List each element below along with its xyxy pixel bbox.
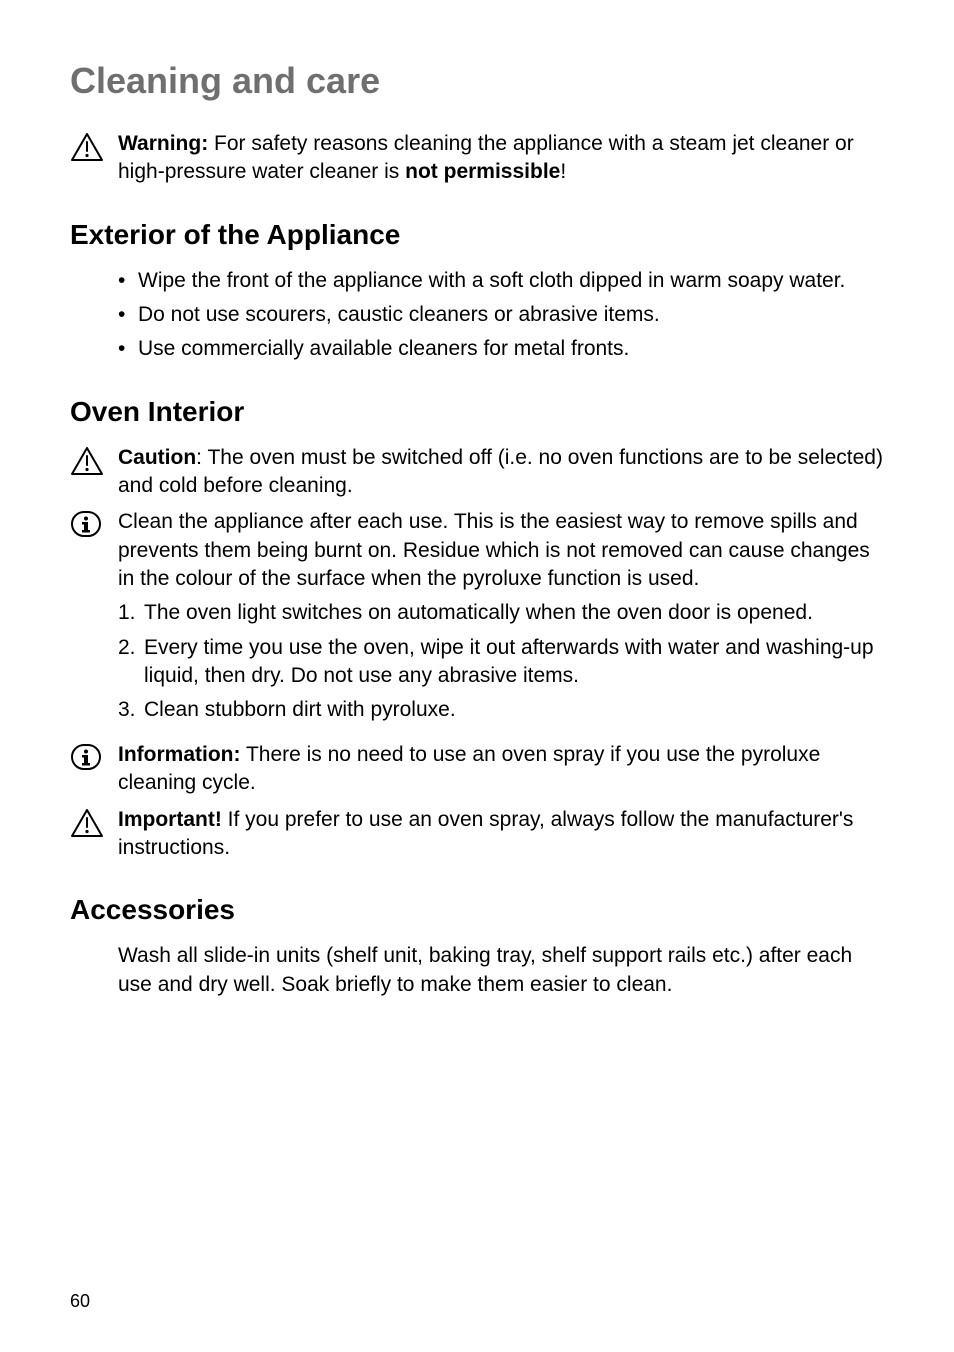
caution-body: : The oven must be switched off (i.e. no… (118, 446, 883, 497)
info1-step: 2. Every time you use the oven, wipe it o… (118, 634, 884, 691)
caution-label: Caution (118, 446, 196, 469)
exterior-heading: Exterior of the Appliance (70, 219, 884, 251)
warning-block: Warning: For safety reasons cleaning the… (70, 130, 884, 187)
important-body: If you prefer to use an oven spray, alwa… (118, 808, 853, 859)
icon-column (70, 741, 118, 771)
warning-text: Warning: For safety reasons cleaning the… (118, 130, 884, 187)
accessories-heading: Accessories (70, 894, 884, 926)
accessories-body: Wash all slide-in units (shelf unit, bak… (118, 942, 884, 999)
exterior-bullet: Use commercially available cleaners for … (118, 335, 884, 363)
icon-column (70, 444, 118, 476)
interior-heading: Oven Interior (70, 396, 884, 428)
step-text: Every time you use the oven, wipe it out… (144, 636, 874, 687)
exterior-body: Wipe the front of the appliance with a s… (118, 267, 884, 364)
info1-steps: 1. The oven light switches on automatical… (118, 599, 884, 724)
caution-block: Caution: The oven must be switched off (… (70, 444, 884, 501)
info1-para: Clean the appliance after each use. This… (118, 508, 884, 593)
important-label: Important! (118, 808, 222, 831)
icon-column (70, 508, 118, 538)
step-number: 3. (118, 696, 136, 724)
icon-column (70, 130, 118, 162)
step-text: The oven light switches on automatically… (144, 601, 813, 624)
info1-step: 3. Clean stubborn dirt with pyroluxe. (118, 696, 884, 724)
warning-icon (70, 132, 104, 162)
important-block: Important! If you prefer to use an oven … (70, 806, 884, 863)
info-block-1: Clean the appliance after each use. This… (70, 508, 884, 730)
step-text: Clean stubborn dirt with pyroluxe. (144, 698, 456, 721)
caution-text: Caution: The oven must be switched off (… (118, 444, 884, 501)
page-number: 60 (70, 1291, 90, 1312)
info-block-2: Information: There is no need to use an … (70, 741, 884, 798)
info-icon (70, 510, 102, 538)
exterior-bullet: Do not use scourers, caustic cleaners or… (118, 301, 884, 329)
info2-text: Information: There is no need to use an … (118, 741, 884, 798)
warning-label: Warning: (118, 132, 208, 155)
info1-step: 1. The oven light switches on automatical… (118, 599, 884, 627)
page-title: Cleaning and care (70, 60, 884, 102)
exterior-bullets: Wipe the front of the appliance with a s… (118, 267, 884, 364)
exterior-bullet: Wipe the front of the appliance with a s… (118, 267, 884, 295)
warning-bold-phrase: not permissible (405, 160, 560, 183)
warning-text-after: ! (560, 160, 566, 183)
step-number: 1. (118, 599, 136, 627)
page: Cleaning and care Warning: For safety re… (0, 0, 954, 1352)
info-icon (70, 743, 102, 771)
important-text: Important! If you prefer to use an oven … (118, 806, 884, 863)
warning-icon (70, 808, 104, 838)
info1-text: Clean the appliance after each use. This… (118, 508, 884, 730)
warning-icon (70, 446, 104, 476)
info2-label: Information: (118, 743, 240, 766)
step-number: 2. (118, 634, 136, 662)
icon-column (70, 806, 118, 838)
